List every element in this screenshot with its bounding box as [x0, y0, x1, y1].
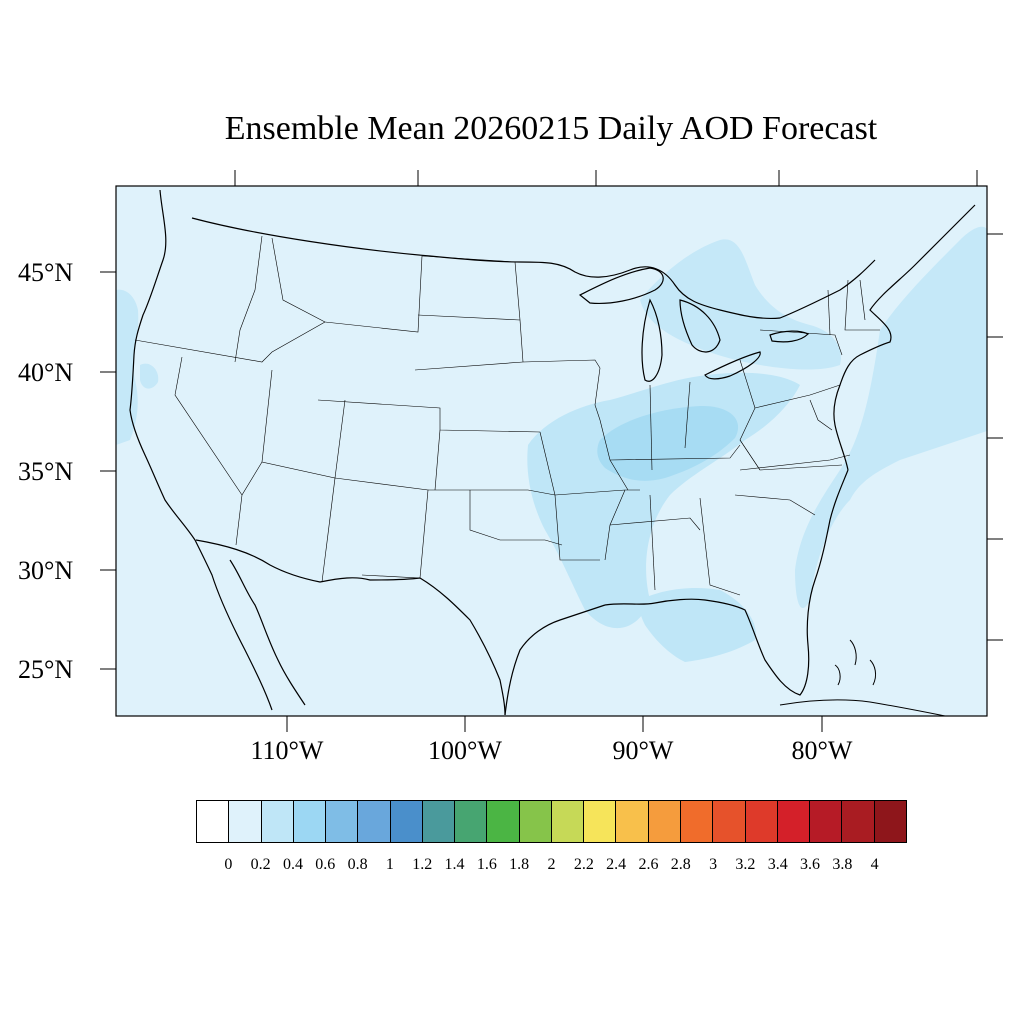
plume-core: [597, 405, 739, 481]
colorbar-tick-label: 0.6: [315, 856, 336, 873]
plume-great-lakes: [640, 239, 841, 370]
lake-huron: [679, 299, 721, 353]
colorbar-tick-label: 2.4: [606, 856, 627, 873]
colorbar-tick-label: 2.2: [573, 856, 594, 873]
colorbar-swatch: [713, 801, 746, 842]
plume-pacific-patch: [140, 363, 159, 389]
colorbar-tick-label: 0.4: [282, 856, 303, 873]
colorbar-swatch: [874, 801, 906, 842]
colorbar-swatch: [648, 801, 681, 842]
baja-gulf-coast: [229, 559, 306, 706]
colorbar-tick-label: 3.8: [832, 856, 853, 873]
islands: [779, 639, 946, 716]
canada-border: [191, 217, 876, 320]
atlantic-coast: [833, 204, 976, 471]
lat-label-35n: 35°N: [18, 457, 74, 486]
colorbar-swatch: [616, 801, 649, 842]
colorbar-swatch: [293, 801, 327, 842]
lon-label-90w: 90°W: [612, 736, 674, 765]
colorbar-tick-label: 1.2: [412, 856, 433, 873]
colorbar-swatch: [842, 801, 875, 842]
lake-superior: [578, 267, 664, 305]
lon-label-110w: 110°W: [250, 736, 324, 765]
colorbar-swatch: [326, 801, 359, 842]
colorbar-tick-label: 1.4: [444, 856, 465, 873]
mexico-border: [195, 539, 506, 716]
lat-label-40n: 40°N: [18, 358, 74, 387]
colorbar: [196, 800, 907, 843]
colorbar-swatch: [197, 801, 230, 842]
colorbar-tick-label: 3.2: [735, 856, 756, 873]
colorbar-tick-label: 0.2: [250, 856, 271, 873]
colorbar-swatch: [680, 801, 714, 842]
lake-erie: [704, 351, 761, 380]
colorbar-swatch: [229, 801, 262, 842]
state-boundaries: [134, 235, 880, 596]
colorbar-tick-label: 3: [709, 856, 718, 873]
colorbar-swatch: [261, 801, 294, 842]
colorbar-tick-label: 2: [547, 856, 556, 873]
colorbar-tick-label: 1: [385, 856, 394, 873]
colorbar-swatch: [422, 801, 456, 842]
plume-northeast-atlantic: [795, 226, 987, 608]
colorbar-swatch: [745, 801, 778, 842]
colorbar-swatch: [810, 801, 843, 842]
plume-gulf: [639, 588, 756, 662]
map-title: Ensemble Mean 20260215 Daily AOD Forecas…: [224, 110, 878, 147]
mexico-gulf-coast: [504, 604, 606, 716]
colorbar-swatch: [519, 801, 552, 842]
colorbar-tick-label: 4: [870, 856, 879, 873]
colorbar-swatch: [455, 801, 488, 842]
colorbar-tick-label: 1.6: [476, 856, 497, 873]
map-frame: [115, 185, 988, 717]
pacific-coast: [129, 189, 273, 711]
colorbar-tick-label: 2.8: [670, 856, 691, 873]
colorbar-swatch: [390, 801, 423, 842]
lat-label-45n: 45°N: [18, 258, 74, 287]
lat-label-30n: 30°N: [18, 556, 74, 585]
lon-label-80w: 80°W: [791, 736, 853, 765]
lat-label-25n: 25°N: [18, 655, 74, 684]
colorbar-tick-label: 3.6: [800, 856, 821, 873]
colorbar-tick-label: 2.6: [638, 856, 659, 873]
colorbar-swatch: [358, 801, 391, 842]
great-lakes: [578, 267, 810, 382]
colorbar-tick-label: 0.8: [347, 856, 368, 873]
colorbar-tick-label: 1.8: [509, 856, 530, 873]
colorbar-swatch: [487, 801, 520, 842]
colorbar-tick-label: 0: [224, 856, 233, 873]
aod-fields: [116, 226, 987, 662]
lon-label-100w: 100°W: [428, 736, 502, 765]
coastlines: [129, 189, 976, 716]
plume-west-coast: [116, 289, 139, 445]
us-gulf-coast: [604, 469, 849, 696]
colorbar-swatch: [551, 801, 585, 842]
cuba: [779, 699, 946, 716]
colorbar-swatch: [777, 801, 811, 842]
tick-marks: [100, 170, 1003, 732]
lake-michigan: [641, 298, 663, 382]
colorbar-swatch: [584, 801, 617, 842]
colorbar-tick-label: 3.4: [767, 856, 788, 873]
